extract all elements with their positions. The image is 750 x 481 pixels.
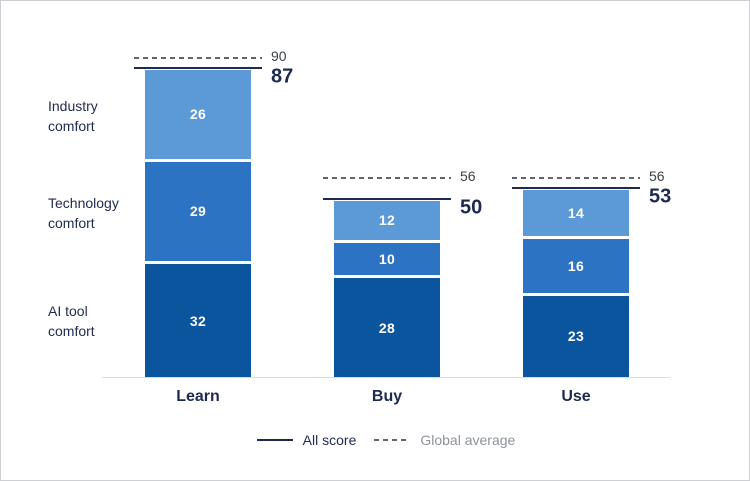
- global-average-value-buy: 56: [460, 168, 476, 185]
- series-label-ai-tool-comfort: AI tool comfort: [48, 302, 95, 339]
- dashed-line-swatch: [374, 439, 411, 441]
- global-average-value-use: 56: [649, 168, 665, 185]
- segment-value: 12: [378, 212, 396, 229]
- all-score-line-learn: [134, 66, 262, 69]
- global-average-line-buy: [323, 177, 451, 180]
- series-label-industry-comfort: Industry comfort: [48, 97, 98, 134]
- bar-segment-use-industry-comfort: 14: [523, 189, 629, 237]
- segment-value: 32: [189, 312, 207, 329]
- bar-segment-buy-industry-comfort: 12: [334, 200, 440, 240]
- all-score-value-use: 53: [649, 185, 672, 208]
- category-label-learn: Learn: [176, 388, 220, 405]
- series-label-technology-comfort: Technology comfort: [48, 194, 119, 231]
- segment-value: 28: [378, 319, 396, 336]
- segment-value: 10: [378, 251, 396, 268]
- bar-segment-learn-ai-tool-comfort: 32: [145, 264, 251, 377]
- segment-value: 29: [189, 203, 207, 220]
- legend-label-global-average: Global average: [420, 432, 516, 448]
- all-score-line-use: [512, 186, 640, 189]
- segment-value: 16: [567, 258, 585, 275]
- segment-value: 14: [567, 205, 585, 222]
- all-score-value-buy: 50: [460, 196, 483, 218]
- global-average-line-use: [512, 177, 640, 180]
- global-average-line-learn: [134, 57, 262, 60]
- bar-segment-use-ai-tool-comfort: 23: [523, 295, 629, 377]
- solid-line-swatch: [256, 439, 293, 441]
- global-average-value-learn: 90: [271, 48, 287, 65]
- chart-legend: All score Global average: [101, 429, 671, 451]
- segment-value: 23: [567, 328, 585, 345]
- bar-segment-buy-technology-comfort: 10: [334, 242, 440, 276]
- legend-label-all-score: All score: [302, 432, 357, 448]
- bar-segment-learn-technology-comfort: 29: [145, 161, 251, 262]
- legend-item-global-average: Global average: [374, 432, 515, 448]
- x-axis-line: [102, 377, 670, 378]
- all-score-value-learn: 87: [271, 65, 294, 88]
- all-score-line-buy: [323, 197, 451, 200]
- category-label-buy: Buy: [371, 388, 403, 405]
- segment-value: 26: [189, 106, 207, 123]
- bar-segment-buy-ai-tool-comfort: 28: [334, 278, 440, 377]
- legend-item-all-score: All score: [256, 432, 357, 448]
- category-label-use: Use: [561, 388, 591, 405]
- bar-segment-learn-industry-comfort: 26: [145, 69, 251, 159]
- bar-segment-use-technology-comfort: 16: [523, 239, 629, 293]
